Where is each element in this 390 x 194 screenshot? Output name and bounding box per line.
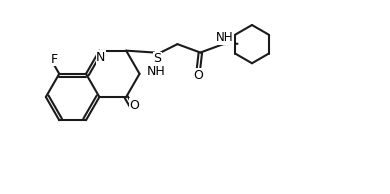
Text: N: N [96, 51, 106, 64]
Text: S: S [154, 52, 161, 65]
Text: O: O [193, 69, 203, 82]
Text: NH: NH [216, 31, 234, 44]
Text: NH: NH [146, 65, 165, 78]
Text: O: O [129, 99, 140, 112]
Text: F: F [51, 53, 58, 66]
